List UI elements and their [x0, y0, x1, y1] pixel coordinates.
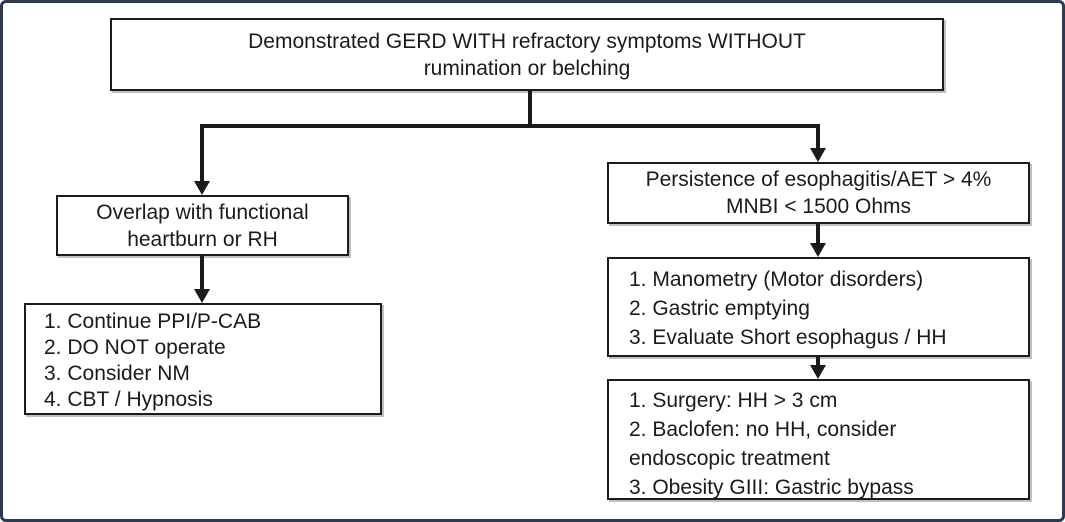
node-text-line: 2. Baclofen: no HH, consider [629, 418, 897, 441]
down-arrowhead-icon [194, 289, 210, 303]
root-node-line: Demonstrated GERD WITH refractory sympto… [248, 29, 806, 53]
down-arrowhead-icon [810, 365, 826, 379]
node-text-line: Persistence of esophagitis/AET > 4% [645, 168, 992, 191]
node-text-line: 1. Continue PPI/P-CAB [44, 310, 262, 333]
left-condition-node: Overlap with functional heartburn or RH [56, 195, 349, 256]
down-arrowhead-icon [810, 148, 826, 162]
left-arrow-line [200, 256, 204, 289]
node-text-line: 4. CBT / Hypnosis [44, 388, 213, 411]
right-treatment-node: 1. Surgery: HH > 3 cm 2. Baclofen: no HH… [607, 379, 1030, 500]
connector-branch-line [200, 124, 820, 128]
down-arrowhead-icon [810, 243, 826, 257]
root-node-line: rumination or belching [423, 56, 631, 80]
node-text-line: 3. Consider NM [44, 362, 190, 385]
left-management-node: 1. Continue PPI/P-CAB 2. DO NOT operate … [24, 303, 382, 415]
node-text-line: 2. DO NOT operate [44, 336, 226, 359]
node-text-line: MNBI < 1500 Ohms [726, 195, 911, 218]
node-text-line: 3. Obesity GIII: Gastric bypass [629, 476, 914, 499]
connector-stem [528, 91, 532, 126]
node-text-line: Overlap with functional [96, 200, 309, 224]
left-branch-arrow-line [200, 124, 204, 181]
right-workup-node: 1. Manometry (Motor disorders) 2. Gastri… [607, 257, 1030, 357]
node-text-line: 3. Evaluate Short esophagus / HH [629, 326, 947, 349]
node-text-line: endoscopic treatment [629, 447, 830, 470]
node-text-line: 1. Manometry (Motor disorders) [629, 268, 924, 291]
node-text-line: 1. Surgery: HH > 3 cm [629, 389, 838, 412]
right-arrow-line [816, 357, 820, 365]
down-arrowhead-icon [194, 181, 210, 195]
right-arrow-line [816, 224, 820, 243]
node-text-line: heartburn or RH [127, 227, 278, 251]
root-node: Demonstrated GERD WITH refractory sympto… [110, 18, 944, 91]
node-text-line: 2. Gastric emptying [629, 297, 810, 320]
right-condition-node: Persistence of esophagitis/AET > 4% MNBI… [607, 162, 1030, 224]
right-branch-arrow-line [816, 124, 820, 148]
